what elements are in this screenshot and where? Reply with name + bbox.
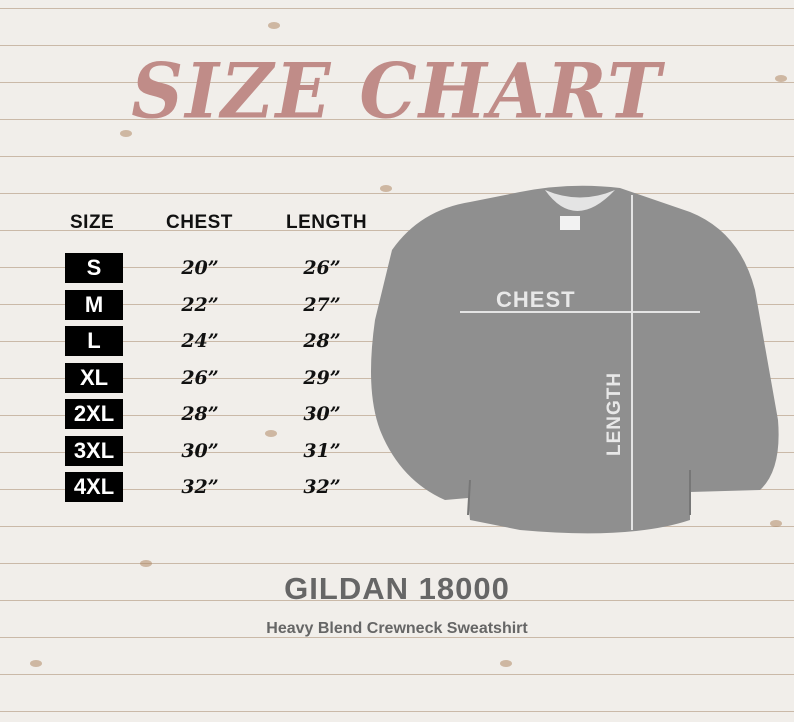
plank-seam <box>0 711 794 712</box>
length-value: 31” <box>303 439 341 462</box>
chest-value: 28” <box>181 403 219 425</box>
plank-seam <box>0 193 794 194</box>
plank-seam <box>0 156 794 157</box>
wood-knot <box>30 660 42 667</box>
wood-knot <box>770 520 782 527</box>
wood-knot <box>268 22 280 29</box>
chest-value: 22” <box>181 293 219 316</box>
plank-seam <box>0 489 794 490</box>
length-value: 30” <box>303 403 341 425</box>
chest-value: 20” <box>181 257 219 279</box>
length-value: 28” <box>303 330 341 352</box>
chest-value: 30” <box>181 439 219 462</box>
plank-seam <box>0 526 794 527</box>
length-value: 27” <box>303 293 341 316</box>
header-size: SIZE <box>70 212 115 233</box>
plank-seam <box>0 674 794 675</box>
size-label: 3XL <box>65 435 123 466</box>
wood-knot <box>265 430 277 437</box>
length-label: LENGTH <box>604 371 625 456</box>
brand-model: GILDAN 18000 <box>284 571 510 606</box>
header-chest: CHEST <box>166 212 233 233</box>
plank-seam <box>0 600 794 601</box>
size-label: 2XL <box>65 399 123 429</box>
wood-knot <box>500 660 512 667</box>
header-length: LENGTH <box>286 212 368 233</box>
wood-knot <box>775 75 787 82</box>
product-name: Heavy Blend Crewneck Sweatshirt <box>266 620 528 637</box>
size-label: XL <box>65 362 123 393</box>
plank-seam <box>0 45 794 46</box>
wood-knot <box>140 560 152 567</box>
size-label: 4XL <box>65 472 123 502</box>
sweatshirt-body <box>371 185 779 534</box>
length-value: 29” <box>303 366 341 389</box>
wood-knot <box>120 130 132 137</box>
plank-seam <box>0 82 794 83</box>
plank-seam <box>0 8 794 9</box>
length-value: 32” <box>303 476 341 498</box>
length-value: 26” <box>303 257 341 279</box>
plank-seam <box>0 230 794 231</box>
size-label: L <box>65 326 123 356</box>
chest-label: CHEST <box>496 287 576 312</box>
title: SIZE CHART <box>131 45 663 136</box>
plank-seam <box>0 119 794 120</box>
plank-seam <box>0 637 794 638</box>
chest-value: 32” <box>181 476 219 498</box>
size-label: S <box>65 253 123 283</box>
chest-value: 26” <box>181 366 219 389</box>
chest-value: 24” <box>181 330 219 352</box>
size-label: M <box>65 289 123 320</box>
plank-seam <box>0 563 794 564</box>
wood-knot <box>380 185 392 192</box>
